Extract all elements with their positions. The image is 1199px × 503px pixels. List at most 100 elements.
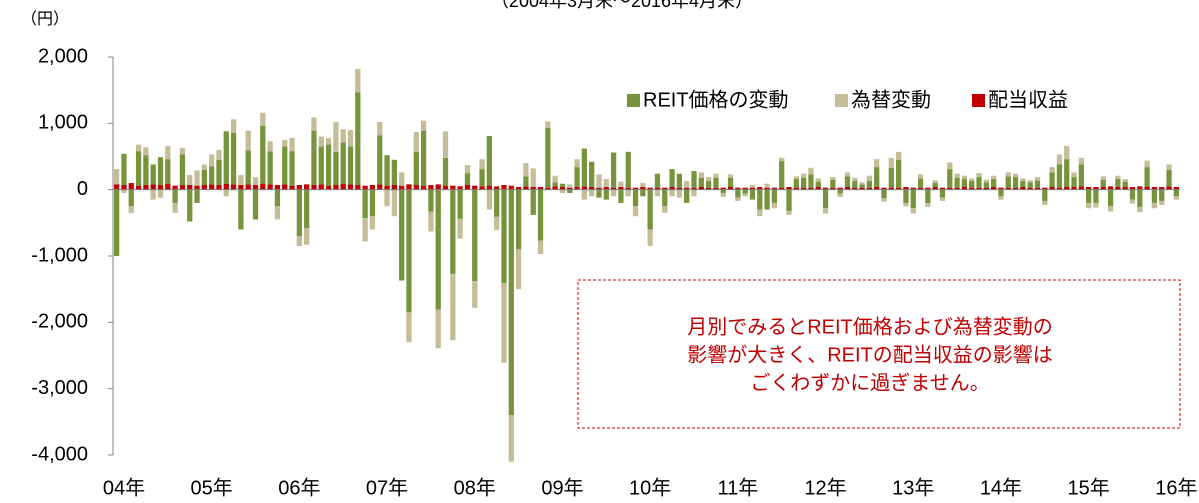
bar-segment — [1027, 187, 1033, 190]
bar-segment — [881, 198, 887, 202]
bar-segment — [523, 176, 529, 187]
bar-segment — [1042, 189, 1048, 201]
bar-segment — [1173, 187, 1179, 190]
bar-segment — [684, 181, 690, 188]
bar-segment — [238, 189, 244, 230]
bar-segment — [684, 189, 690, 203]
bar-segment — [128, 189, 134, 207]
bar-segment — [1122, 179, 1128, 182]
bar-segment — [969, 178, 975, 182]
bar-segment — [472, 281, 478, 308]
bar-segment — [991, 187, 997, 190]
bar-segment — [289, 137, 295, 152]
bar-segment — [1115, 179, 1121, 188]
bar-segment — [925, 189, 931, 203]
bar-segment — [128, 206, 134, 213]
bar-segment — [1042, 187, 1048, 190]
bar-segment — [165, 159, 171, 184]
bar-segment — [428, 189, 434, 212]
bar-segment — [172, 185, 178, 190]
bar-segment — [1151, 189, 1158, 203]
bar-segment — [530, 189, 536, 215]
bar-segment — [552, 182, 558, 187]
bar-segment — [991, 179, 997, 188]
bar-segment — [1151, 187, 1158, 190]
annotation: 月別でみるとREIT価格および為替変動の — [687, 315, 1053, 338]
bar-segment — [545, 127, 551, 188]
bar-segment — [793, 187, 799, 190]
bar-segment — [749, 189, 756, 200]
bar-segment — [209, 154, 215, 167]
bar-segment — [325, 137, 332, 145]
bar-segment — [325, 144, 332, 186]
bar-segment — [800, 177, 807, 188]
bar-segment — [713, 177, 719, 188]
bar-segment — [347, 146, 354, 185]
bar-segment — [420, 185, 427, 190]
bar-segment — [135, 144, 142, 152]
bar-segment — [355, 185, 361, 190]
bar-segment — [114, 169, 120, 185]
annotation: 影響が大きく、REITの配当収益の影響は — [687, 343, 1053, 366]
bar-segment — [837, 189, 843, 194]
bar-segment — [399, 189, 405, 281]
bar-segment — [859, 184, 865, 188]
bar-segment — [735, 189, 741, 198]
bar-segment — [406, 189, 412, 313]
annotation-box — [577, 279, 1181, 429]
bar-segment — [442, 185, 449, 190]
bar-segment — [245, 150, 251, 185]
bar-segment — [304, 228, 310, 245]
bar-segment — [844, 172, 851, 177]
x-tick-label: 14年 — [980, 476, 1022, 499]
bar-segment — [815, 178, 821, 182]
bar-segment — [1042, 200, 1048, 205]
bar-segment — [223, 183, 229, 190]
bar-segment — [837, 187, 843, 190]
bar-segment — [749, 185, 756, 188]
bar-segment — [830, 179, 836, 188]
bar-segment — [369, 189, 376, 217]
bar-segment — [947, 169, 953, 188]
bar-segment — [567, 184, 573, 188]
bar-segment — [267, 141, 273, 152]
bar-segment — [450, 273, 456, 341]
bar-segment — [698, 187, 704, 190]
bar-segment — [1122, 181, 1128, 188]
bar-segment — [464, 165, 471, 174]
bar-segment — [852, 187, 858, 190]
bar-segment — [530, 168, 536, 188]
bar-segment — [559, 189, 566, 193]
bar-segment — [983, 182, 989, 188]
bar-segment — [1056, 187, 1063, 190]
bar-segment — [157, 189, 164, 198]
bar-segment — [837, 193, 843, 197]
bar-segment — [669, 189, 675, 197]
bar-segment — [1129, 187, 1136, 190]
bar-segment — [742, 189, 748, 194]
bar-segment — [260, 112, 266, 126]
bar-segment — [143, 185, 149, 190]
bar-segment — [903, 189, 909, 203]
bar-segment — [179, 154, 186, 186]
bar-segment — [238, 185, 244, 190]
bar-segment — [786, 187, 792, 190]
bar-segment — [537, 187, 544, 190]
bar-segment — [450, 189, 456, 274]
bar-segment — [581, 186, 588, 190]
bar-segment — [1086, 187, 1092, 190]
legend-label: 配当収益 — [988, 88, 1068, 111]
bar-segment — [252, 185, 259, 190]
bar-segment — [187, 189, 193, 222]
bar-segment — [917, 178, 924, 188]
bar-segment — [472, 189, 478, 282]
bar-segment — [377, 135, 383, 185]
bar-segment — [201, 164, 207, 170]
bar-segment — [537, 189, 544, 241]
bar-segment — [1071, 172, 1077, 178]
bar-segment — [311, 185, 317, 190]
bar-segment — [925, 202, 931, 207]
bar-segment — [508, 185, 514, 190]
bar-segment — [318, 146, 324, 185]
bar-segment — [435, 184, 441, 190]
